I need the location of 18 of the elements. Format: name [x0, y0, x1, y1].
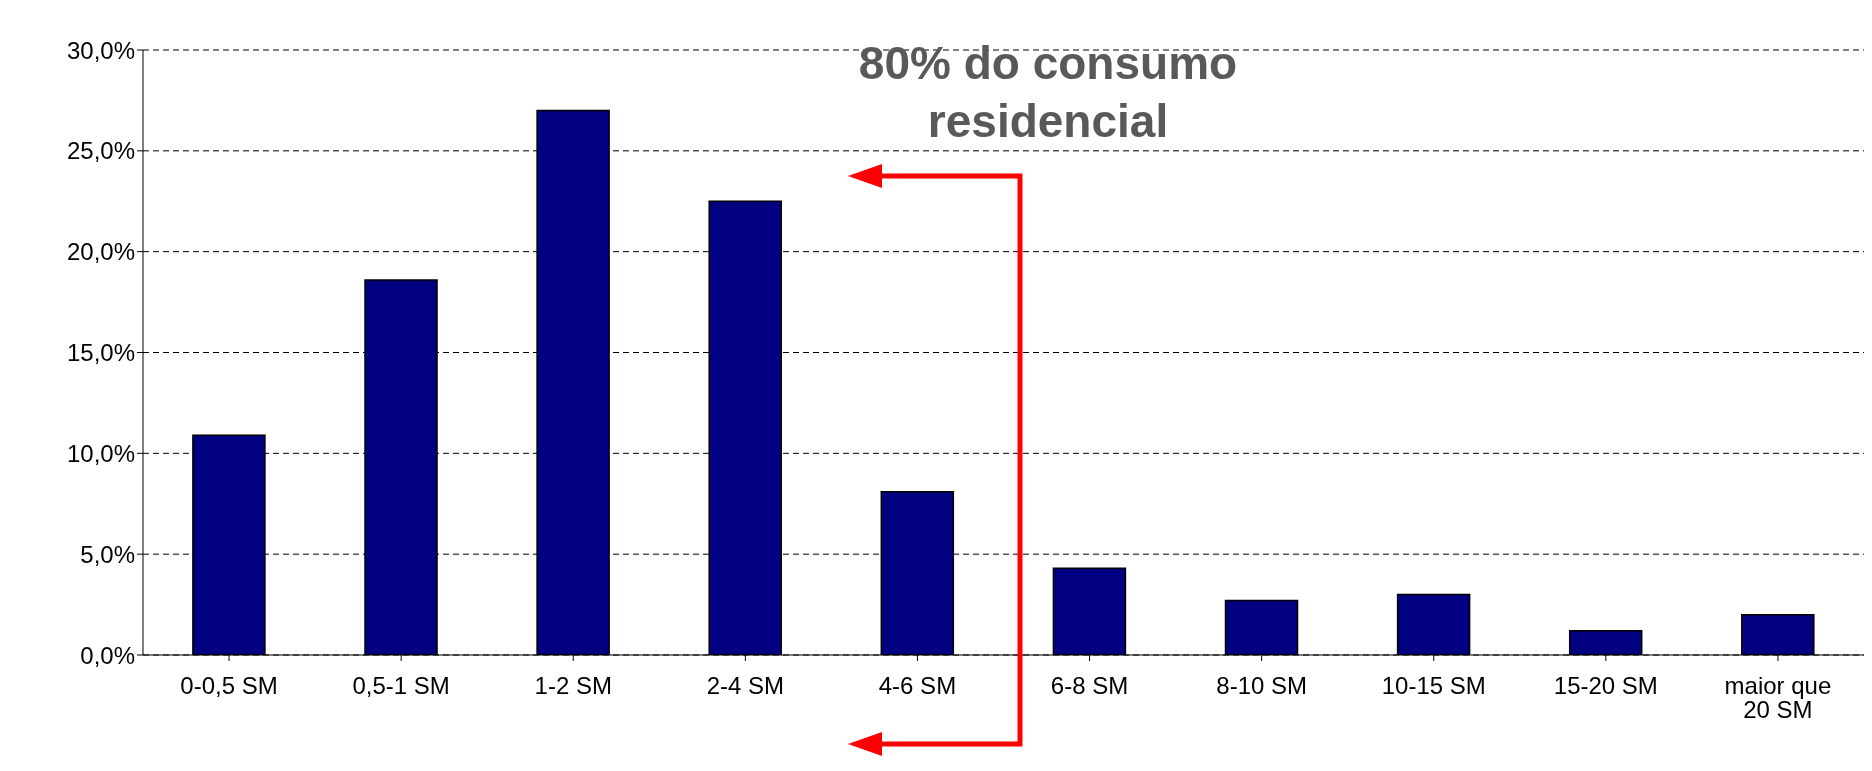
y-tick-label: 15,0%	[66, 339, 135, 367]
y-tick-label: 20,0%	[66, 238, 135, 266]
y-tick-label: 0,0%	[80, 641, 135, 669]
x-tick-label: 10-15 SM	[1381, 672, 1486, 700]
y-tick-label: 25,0%	[66, 137, 135, 165]
x-tick-label: 15-20 SM	[1553, 672, 1658, 700]
x-tick-label: 0,5-1 SM	[352, 672, 450, 700]
y-tick-label: 5,0%	[80, 540, 135, 568]
x-tick-label: 1-2 SM	[534, 672, 612, 700]
x-tick-label: 6-8 SM	[1050, 672, 1129, 700]
annotation: 80% do consumo residencial	[857, 36, 1239, 149]
x-tick-label: 0-0,5 SM	[180, 672, 278, 700]
y-tick-label: 30,0%	[66, 36, 135, 64]
x-tick-label: 8-10 SM	[1216, 672, 1307, 700]
x-tick-label: maior que 20 SM	[1724, 672, 1832, 724]
x-tick-label: 4-6 SM	[878, 672, 957, 700]
y-tick-label: 10,0%	[66, 439, 135, 467]
x-tick-label: 2-4 SM	[706, 672, 785, 700]
